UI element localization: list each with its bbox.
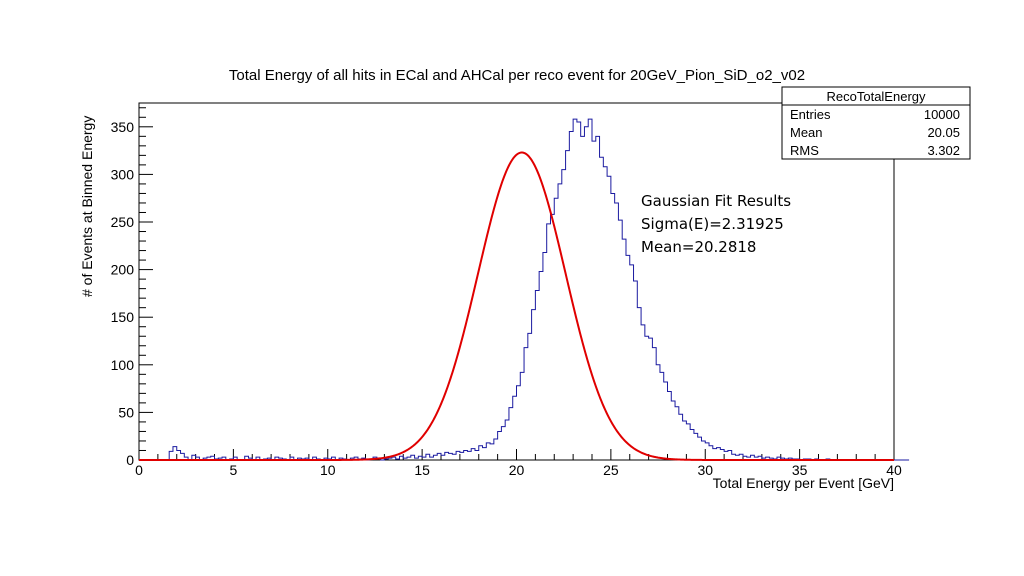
stats-entries-label: Entries [790,107,831,122]
y-axis-ticks: 0 50 100 150 200 250 300 350 [111,119,153,468]
x-tick-label: 0 [135,462,143,478]
y-minor-ticks [139,107,146,451]
x-tick-label: 40 [886,462,902,478]
y-tick-label: 350 [111,119,135,135]
stats-mean-label: Mean [790,125,823,140]
plot-frame [138,102,895,461]
y-tick-label: 150 [111,309,135,325]
stats-entries-value: 10000 [924,107,960,122]
y-tick-label: 50 [118,404,134,420]
x-axis-title: Total Energy per Event [GeV] [713,475,894,491]
fit-sigma-text: Sigma(E)=2.31925 [641,215,784,233]
x-axis-ticks: 0 5 10 15 20 25 30 35 40 [135,449,902,478]
stats-rms-label: RMS [790,143,819,158]
stats-rms-value: 3.302 [927,143,960,158]
x-tick-label: 20 [509,462,525,478]
stats-box-title: RecoTotalEnergy [827,89,926,104]
fit-results-annotation: Gaussian Fit Results Sigma(E)=2.31925 Me… [641,190,791,259]
y-tick-label: 100 [111,357,135,373]
y-tick-label: 0 [126,452,134,468]
stats-box: RecoTotalEnergy Entries 10000 Mean 20.05… [781,86,971,160]
y-tick-label: 200 [111,262,135,278]
y-axis-title: # of Events at Binned Energy [79,116,95,297]
fit-mean-text: Mean=20.2818 [641,238,757,256]
y-tick-label: 250 [111,214,135,230]
x-tick-label: 35 [792,462,808,478]
x-tick-label: 25 [603,462,619,478]
histogram-series [139,118,910,461]
y-tick-label: 300 [111,166,135,182]
chart-title: Total Energy of all hits in ECal and AHC… [229,67,805,84]
x-tick-label: 15 [414,462,430,478]
stats-mean-value: 20.05 [927,125,960,140]
x-tick-label: 30 [697,462,713,478]
stats-box-frame [781,86,971,160]
x-tick-label: 5 [229,462,237,478]
fit-results-heading: Gaussian Fit Results [641,192,792,210]
gaussian-fit-curve [139,151,894,461]
x-tick-label: 10 [320,462,336,478]
